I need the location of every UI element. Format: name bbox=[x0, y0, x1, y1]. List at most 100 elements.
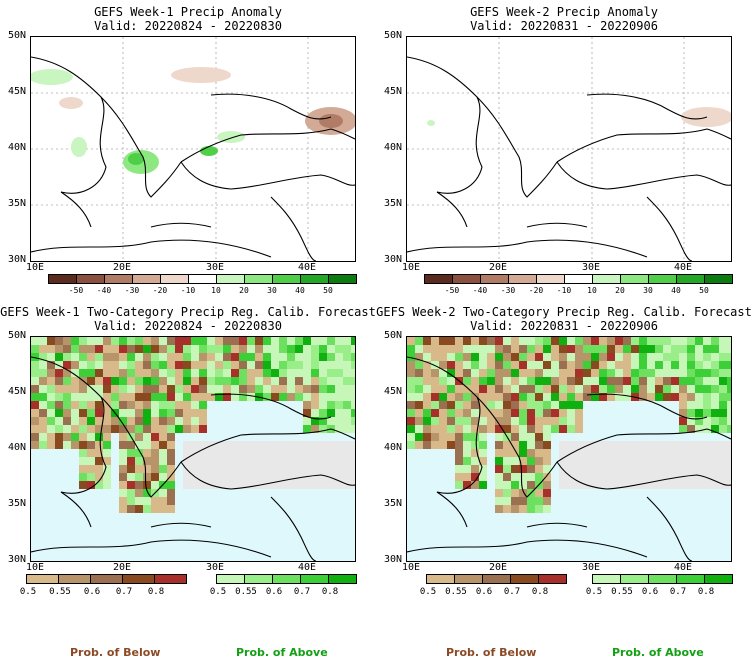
colorbar-tick: -10 bbox=[556, 286, 572, 295]
probability-cell bbox=[191, 425, 199, 433]
probability-cell bbox=[303, 457, 311, 465]
probability-cell bbox=[663, 337, 671, 345]
probability-cell bbox=[167, 457, 175, 465]
probability-cell bbox=[127, 473, 135, 481]
probability-cell bbox=[503, 369, 511, 377]
probability-cell bbox=[719, 377, 727, 385]
probability-cell bbox=[255, 353, 263, 361]
probability-cell bbox=[647, 361, 655, 369]
probability-cell bbox=[695, 473, 703, 481]
probability-cell bbox=[503, 345, 511, 353]
probability-cell bbox=[343, 337, 351, 345]
probability-cell bbox=[463, 481, 471, 489]
probability-cell bbox=[279, 441, 287, 449]
probability-cell bbox=[623, 473, 631, 481]
probability-cell bbox=[407, 417, 415, 425]
probability-cell bbox=[679, 425, 687, 433]
probability-cell bbox=[407, 337, 415, 345]
probability-cell bbox=[495, 401, 503, 409]
probability-cell bbox=[127, 385, 135, 393]
probability-cell bbox=[151, 337, 159, 345]
probability-cell bbox=[663, 345, 671, 353]
probability-cell bbox=[551, 417, 559, 425]
probability-cell bbox=[703, 385, 711, 393]
probability-cell bbox=[303, 425, 311, 433]
probability-cell bbox=[239, 369, 247, 377]
probability-cell bbox=[439, 393, 447, 401]
probability-cell bbox=[199, 385, 207, 393]
probability-cell bbox=[471, 433, 479, 441]
probability-cell bbox=[567, 345, 575, 353]
probability-cell bbox=[159, 441, 167, 449]
probability-cell bbox=[631, 473, 639, 481]
probability-cell bbox=[79, 337, 87, 345]
probability-cell bbox=[647, 481, 655, 489]
probability-cell bbox=[303, 465, 311, 473]
probability-cell bbox=[151, 361, 159, 369]
probability-cell bbox=[263, 337, 271, 345]
colorbar-swatch bbox=[328, 574, 357, 584]
probability-cell bbox=[287, 385, 295, 393]
probability-cell bbox=[167, 417, 175, 425]
probability-cell bbox=[143, 505, 151, 513]
probability-cell bbox=[615, 473, 623, 481]
probability-cell bbox=[543, 449, 551, 457]
probability-cell bbox=[423, 353, 431, 361]
probability-cell bbox=[143, 489, 151, 497]
above-colorbar: 0.5 0.55 0.6 0.7 0.8 bbox=[206, 574, 357, 597]
probability-cell bbox=[127, 345, 135, 353]
probability-cell bbox=[695, 465, 703, 473]
probability-cell bbox=[207, 393, 215, 401]
probability-cell bbox=[191, 353, 199, 361]
colorbar-tick: 0.5 bbox=[419, 587, 437, 597]
probability-cell bbox=[39, 385, 47, 393]
probability-cell bbox=[39, 369, 47, 377]
probability-cell bbox=[79, 353, 87, 361]
probability-cell bbox=[295, 457, 303, 465]
probability-cell bbox=[183, 353, 191, 361]
probability-cell bbox=[183, 385, 191, 393]
probability-cell bbox=[319, 465, 327, 473]
probability-cell bbox=[47, 401, 55, 409]
probability-cell bbox=[271, 393, 279, 401]
probability-cell bbox=[615, 385, 623, 393]
probability-cell bbox=[687, 345, 695, 353]
probability-cell bbox=[311, 409, 319, 417]
probability-cell bbox=[575, 465, 583, 473]
probability-cell bbox=[199, 449, 207, 457]
probability-cell bbox=[63, 385, 71, 393]
probability-cell bbox=[407, 433, 415, 441]
probability-cell bbox=[687, 481, 695, 489]
lon-tick: 30E bbox=[581, 262, 601, 273]
probability-cell bbox=[103, 401, 111, 409]
probability-cell bbox=[463, 457, 471, 465]
probability-cell bbox=[639, 449, 647, 457]
probability-cell bbox=[335, 337, 343, 345]
probability-cell bbox=[143, 465, 151, 473]
probability-cell bbox=[535, 337, 543, 345]
colorbar-tick: -40 bbox=[472, 286, 488, 295]
probability-cell bbox=[415, 377, 423, 385]
probability-cell bbox=[159, 425, 167, 433]
probability-cell bbox=[455, 369, 463, 377]
probability-cell bbox=[159, 489, 167, 497]
lon-tick: 20E bbox=[112, 562, 132, 573]
probability-cell bbox=[111, 417, 119, 425]
probability-cell bbox=[703, 457, 711, 465]
probability-cell bbox=[207, 353, 215, 361]
probability-cell bbox=[287, 481, 295, 489]
probability-cell bbox=[151, 377, 159, 385]
lon-tick: 30E bbox=[205, 562, 225, 573]
probability-cell bbox=[335, 345, 343, 353]
lat-tick: 50N bbox=[383, 30, 402, 41]
probability-cell bbox=[663, 449, 671, 457]
probability-cell bbox=[479, 465, 487, 473]
probability-cell bbox=[327, 393, 335, 401]
probability-cell bbox=[583, 457, 591, 465]
probability-cell bbox=[647, 473, 655, 481]
probability-cell bbox=[511, 417, 519, 425]
probability-cell bbox=[199, 393, 207, 401]
probability-cell bbox=[47, 417, 55, 425]
probability-cell bbox=[263, 385, 271, 393]
probability-cell bbox=[439, 369, 447, 377]
